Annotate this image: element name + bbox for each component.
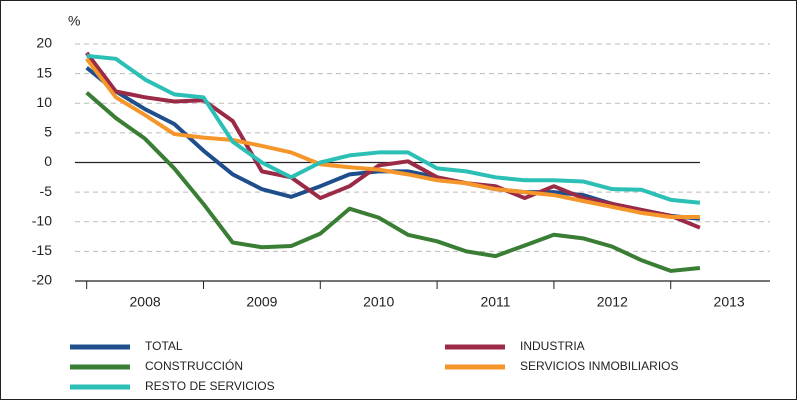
series-line xyxy=(85,91,701,273)
y-tick-label: 10 xyxy=(36,94,52,110)
y-tick-label: 0 xyxy=(44,153,52,169)
series-line xyxy=(86,53,701,205)
x-tick-label: 2009 xyxy=(246,294,277,310)
series-line xyxy=(85,51,701,230)
y-tick-label: -20 xyxy=(32,272,52,288)
legend-label: RESTO DE SERVICIOS xyxy=(145,379,275,393)
y-axis-unit: % xyxy=(68,13,80,29)
legend-label: SERVICIOS INMOBILIARIOS xyxy=(520,359,678,373)
y-tick-label: -10 xyxy=(32,212,52,228)
x-tick-label: 2013 xyxy=(714,294,745,310)
legend-label: TOTAL xyxy=(145,339,183,353)
y-tick-label: -15 xyxy=(32,242,52,258)
y-tick-label: 20 xyxy=(36,35,52,51)
y-tick-label: 15 xyxy=(36,64,52,80)
legend-label: CONSTRUCCIÓN xyxy=(145,358,243,373)
series-line xyxy=(85,66,701,221)
y-tick-label: -5 xyxy=(40,183,53,199)
y-tick-label: 5 xyxy=(44,124,52,140)
x-tick-label: 2012 xyxy=(597,294,628,310)
series-line xyxy=(85,57,700,220)
legend-label: INDUSTRIA xyxy=(520,339,585,353)
x-tick-label: 2011 xyxy=(480,294,510,310)
x-tick-label: 2008 xyxy=(130,294,161,310)
x-tick-label: 2010 xyxy=(363,294,394,310)
